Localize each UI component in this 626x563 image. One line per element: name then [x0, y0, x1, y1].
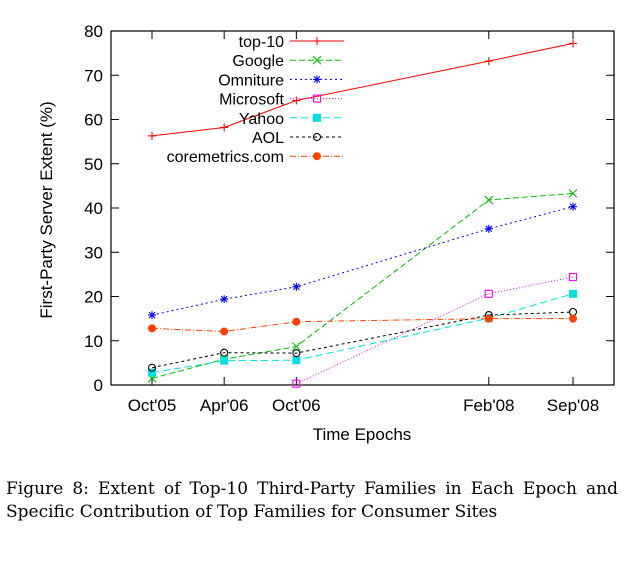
legend-marker: [313, 37, 321, 45]
x-tick-label: Oct'05: [128, 396, 177, 415]
y-tick-label: 70: [84, 66, 103, 85]
data-point: [291, 342, 301, 351]
x-axis: Oct'05 Apr'06 Oct'06 Feb'08 Sep'08: [128, 31, 599, 415]
y-tick-label: 30: [84, 243, 103, 262]
legend-label: top-10: [239, 34, 284, 51]
data-point: [220, 123, 229, 132]
data-point: [484, 224, 493, 233]
y-axis-label: First-Party Server Extent (%): [37, 101, 56, 318]
data-point: [292, 317, 301, 326]
legend-marker: [312, 132, 322, 142]
legend-entry: coremetrics.com: [167, 149, 344, 166]
x-tick-label: Oct'06: [272, 396, 321, 415]
series-google: [147, 189, 578, 383]
y-tick-label: 50: [84, 155, 103, 174]
legend-entry: top-10: [239, 34, 344, 51]
data-point: [220, 356, 229, 365]
data-point: [292, 96, 301, 105]
series-yahoo: [148, 289, 577, 377]
legend-entry: AOL: [252, 130, 344, 147]
data-point: [569, 39, 577, 48]
x-tick-label: Apr'06: [200, 396, 249, 415]
legend-label: Omniture: [218, 72, 284, 89]
series-line: [151, 318, 573, 333]
legend-marker: [313, 152, 321, 161]
data-point: [292, 349, 301, 358]
data-point: [220, 295, 229, 304]
legend-entry: Omniture: [218, 72, 344, 89]
data-point: [569, 314, 577, 323]
legend-label: coremetrics.com: [167, 149, 284, 166]
series-line: [151, 206, 574, 316]
legend-marker: [313, 113, 321, 122]
series-omniture: [148, 202, 577, 320]
line-chart: 0 10 20 30 40 50 60 70 80 Oct'05 Apr'06 Oct'06 Feb'…: [37, 22, 615, 444]
y-tick-label: 10: [84, 332, 103, 351]
series-aol: [147, 307, 578, 372]
figure-caption: Figure 8: Extent of Top-10 Third-Party F…: [6, 479, 618, 522]
data-point: [220, 327, 229, 336]
x-axis-label: Time Epochs: [313, 425, 412, 444]
legend-label: Microsoft: [219, 92, 284, 109]
series-line: [151, 192, 574, 379]
data-point: [148, 311, 156, 320]
data-point: [568, 272, 578, 282]
series-line: [151, 42, 574, 137]
plot-border: [110, 30, 615, 386]
data-point: [147, 363, 157, 372]
data-point: [148, 131, 156, 140]
series-line: [151, 293, 574, 374]
series-line: [151, 311, 574, 369]
y-tick-label: 60: [84, 111, 103, 130]
legend-label: Yahoo: [239, 111, 284, 128]
data-point: [148, 324, 156, 333]
data-point: [148, 368, 156, 377]
legend-marker: [312, 94, 322, 103]
legend: top-10 Google Omniture Microsoft Yahoo AOL cor…: [167, 34, 344, 166]
y-tick-label: 80: [84, 22, 103, 41]
legend-entry: Microsoft: [219, 92, 344, 109]
x-tick-label: Feb'08: [463, 396, 514, 415]
plot-frame: [110, 30, 615, 386]
series-layer: [147, 39, 578, 388]
data-point: [569, 289, 577, 298]
data-point: [484, 195, 494, 205]
legend-marker: [313, 75, 321, 84]
y-tick-label: 20: [84, 288, 103, 307]
legend-label: Google: [232, 53, 284, 70]
x-tick-label: Sep'08: [547, 396, 599, 415]
y-tick-label: 40: [84, 199, 103, 218]
data-point: [484, 57, 493, 66]
y-tick-label: 0: [94, 376, 103, 395]
data-point: [484, 289, 493, 298]
data-point: [568, 189, 578, 198]
series-top-10: [148, 39, 577, 140]
data-point: [568, 307, 578, 317]
data-point: [292, 379, 301, 388]
legend-entry: Yahoo: [239, 111, 344, 128]
series-coremetrics-com: [148, 314, 577, 336]
legend-entry: Google: [232, 53, 344, 70]
data-point: [484, 314, 493, 323]
data-point: [292, 356, 301, 365]
legend-marker: [312, 55, 322, 65]
data-point: [292, 282, 301, 291]
data-point: [220, 348, 229, 357]
y-axis: 0 10 20 30 40 50 60 70 80: [84, 22, 614, 395]
series-microsoft: [292, 272, 578, 388]
data-point: [569, 202, 577, 211]
legend-label: AOL: [252, 130, 284, 147]
